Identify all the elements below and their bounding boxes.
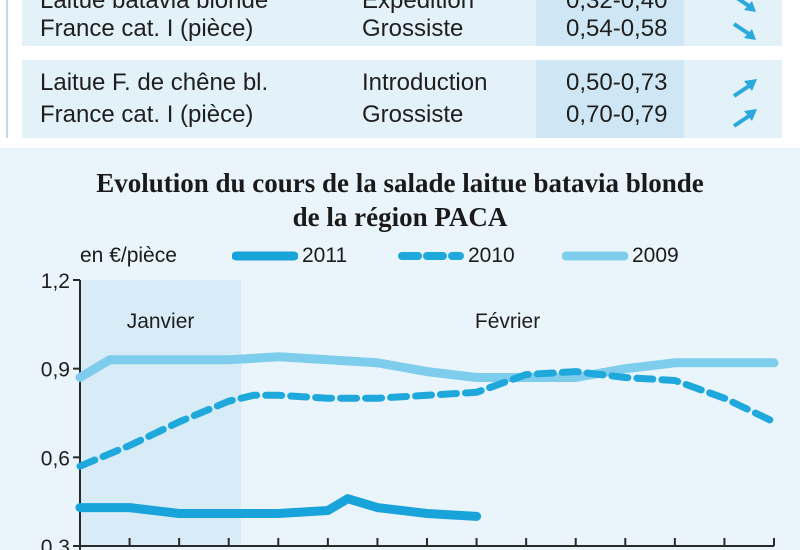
trend-up-icon <box>732 109 757 128</box>
legend-swatch-2010 <box>398 252 464 260</box>
y-tick-label: 0,3 <box>41 536 70 550</box>
chart-subtitle: de la région PACA <box>292 202 508 232</box>
row-group-separator <box>22 46 782 60</box>
axis-layer: 1,2 0,9 0,6 0,3 <box>41 270 775 550</box>
price-cell: 0,70-0,79 <box>566 101 668 128</box>
product-cell: Laitue batavia blonde <box>40 0 269 14</box>
product-cell: Laitue F. de chêne bl. <box>40 69 269 96</box>
price-cell: 0,50-0,73 <box>566 69 668 96</box>
trend-down-icon <box>736 0 756 12</box>
legend-swatch-2011 <box>232 251 298 261</box>
legend-swatch-2009 <box>562 251 628 261</box>
legend-label-2010: 2010 <box>468 244 515 267</box>
price-cell: 0,32-0,40 <box>566 0 668 14</box>
trend-up-icon <box>732 79 757 98</box>
stage-cell: Grossiste <box>362 15 464 42</box>
legend-item-2009: 2009 <box>562 242 702 270</box>
series-line-2009 <box>75 352 779 382</box>
chart-title: Evolution du cours de la salade laitue b… <box>96 168 704 198</box>
price-table <box>22 0 782 138</box>
stage-cell: Introduction <box>362 69 488 96</box>
price-table-section: Laitue batavia blonde Expédition 0,32-0,… <box>0 0 800 140</box>
period-band-janvier <box>80 280 242 546</box>
y-tick-label: 0,6 <box>41 447 70 470</box>
left-rule <box>6 0 8 138</box>
product-cell: France cat. I (pièce) <box>40 101 254 128</box>
product-cell: France cat. I (pièce) <box>40 15 254 42</box>
legend-label-2009: 2009 <box>632 244 679 267</box>
period-label-janvier: Janvier <box>127 310 195 333</box>
series-layer <box>75 352 779 521</box>
legend-label-2011: 2011 <box>302 244 348 267</box>
price-cell: 0,54-0,58 <box>566 15 668 42</box>
series-line-2011 <box>75 494 482 521</box>
y-tick-label: 0,9 <box>41 359 70 382</box>
stage-cell: Expédition <box>362 0 475 14</box>
series-line-2010 <box>76 368 778 470</box>
y-tick-label: 1,2 <box>41 270 70 293</box>
stage-cell: Grossiste <box>362 101 464 128</box>
legend-item-2010: 2010 <box>398 242 538 270</box>
legend-item-2011: 2011 <box>232 242 372 270</box>
y-unit-label: en €/pièce <box>80 244 177 267</box>
trend-down-icon <box>732 22 756 40</box>
period-label-fevrier: Février <box>475 310 540 333</box>
price-column-band <box>536 0 684 138</box>
